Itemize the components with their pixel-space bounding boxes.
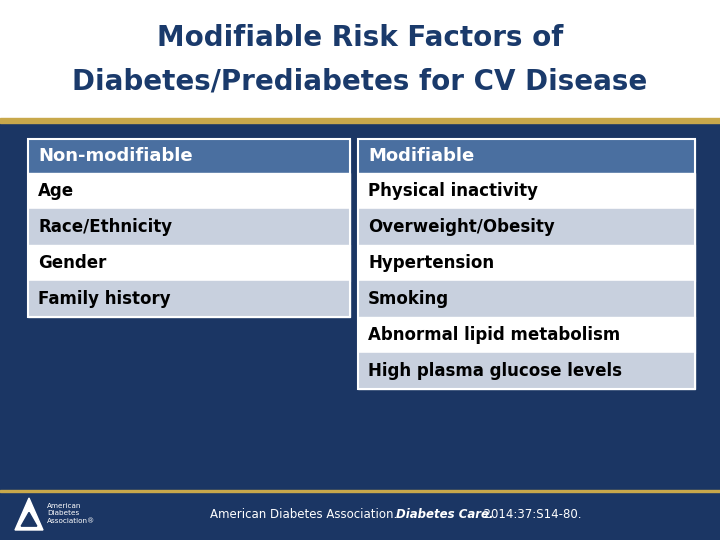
Bar	[358, 209, 695, 245]
Text: Diabetes Care.: Diabetes Care.	[396, 509, 493, 522]
Text: Hypertension: Hypertension	[368, 254, 494, 272]
Bar	[358, 173, 695, 209]
Text: High plasma glucose levels: High plasma glucose levels	[368, 362, 622, 380]
Bar	[358, 139, 695, 173]
Text: Physical inactivity: Physical inactivity	[368, 182, 538, 200]
Text: Gender: Gender	[38, 254, 107, 272]
Text: American Diabetes Association.: American Diabetes Association.	[210, 509, 401, 522]
Bar	[28, 209, 350, 245]
Bar	[0, 490, 720, 492]
Text: Modifiable Risk Factors of: Modifiable Risk Factors of	[157, 24, 563, 52]
Bar	[358, 245, 695, 281]
Bar	[28, 139, 350, 317]
Text: Overweight/Obesity: Overweight/Obesity	[368, 218, 554, 236]
Bar	[28, 173, 350, 209]
Text: Modifiable: Modifiable	[368, 147, 474, 165]
Text: Abnormal lipid metabolism: Abnormal lipid metabolism	[368, 326, 620, 344]
Polygon shape	[21, 512, 37, 526]
Bar	[28, 139, 350, 317]
Text: 2014:37:S14-80.: 2014:37:S14-80.	[476, 509, 582, 522]
Bar	[28, 281, 350, 317]
Bar	[358, 139, 695, 389]
Bar	[0, 0, 720, 118]
Bar	[358, 281, 695, 317]
Text: Diabetes/Prediabetes for CV Disease: Diabetes/Prediabetes for CV Disease	[73, 68, 647, 96]
Text: Smoking: Smoking	[368, 290, 449, 308]
Bar	[0, 118, 720, 123]
Bar	[358, 353, 695, 389]
Text: Race/Ethnicity: Race/Ethnicity	[38, 218, 172, 236]
Bar	[28, 245, 350, 281]
Text: American
Diabetes
Association®: American Diabetes Association®	[47, 503, 95, 524]
Bar	[358, 139, 695, 389]
Bar	[0, 123, 720, 540]
Bar	[358, 317, 695, 353]
Text: Non-modifiable: Non-modifiable	[38, 147, 193, 165]
Text: Family history: Family history	[38, 290, 171, 308]
Text: Age: Age	[38, 182, 74, 200]
Polygon shape	[15, 498, 43, 530]
Bar	[28, 139, 350, 173]
